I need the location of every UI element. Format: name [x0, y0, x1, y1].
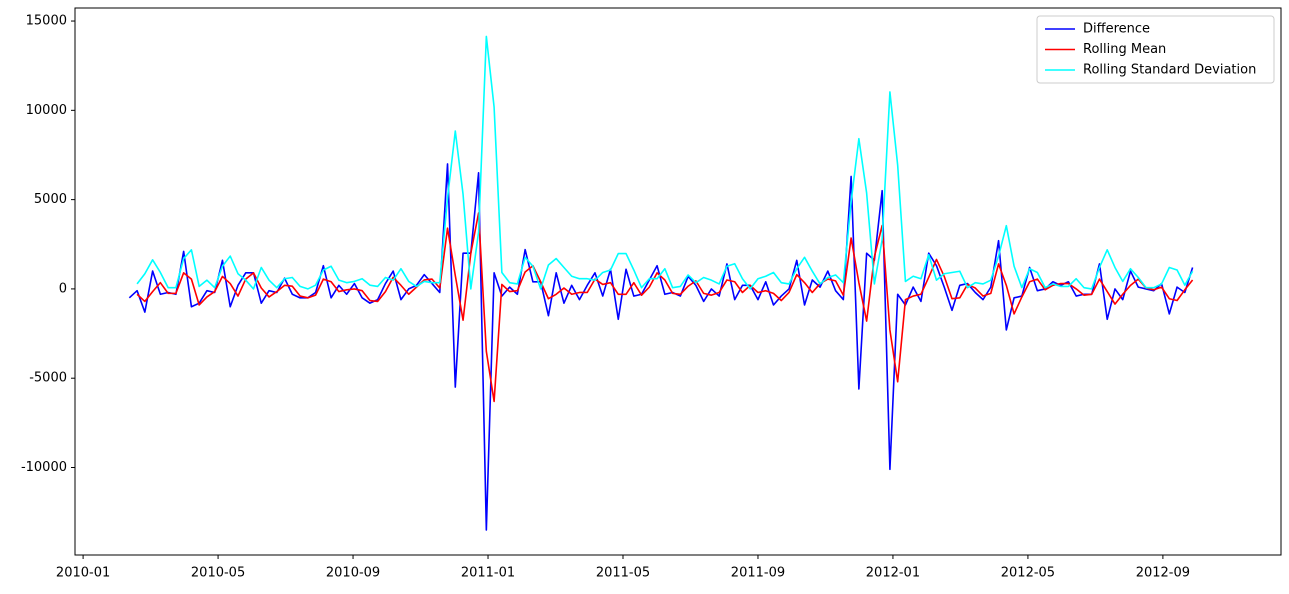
x-tick-label: 2010-09: [326, 566, 380, 581]
y-tick-label: -5000: [29, 371, 67, 386]
axes-frame: [74, 7, 1282, 556]
legend-label: Rolling Mean: [1083, 42, 1166, 57]
legend-box: [1036, 15, 1275, 84]
x-tick-label: 2010-05: [191, 566, 245, 581]
x-tick-label: 2010-01: [56, 566, 110, 581]
line-series: [136, 212, 1194, 403]
legend-label: Difference: [1083, 22, 1150, 37]
x-tick-label: 2012-09: [1136, 566, 1190, 581]
y-tick-label: 10000: [26, 103, 67, 118]
plot-area: [75, 8, 1281, 555]
y-tick-label: 0: [59, 281, 67, 296]
y-tick-label: -10000: [21, 460, 67, 475]
x-tick-label: 2012-01: [866, 566, 920, 581]
x-tick-label: 2011-01: [461, 566, 515, 581]
y-tick-label: 15000: [26, 14, 67, 29]
line-series: [136, 35, 1194, 290]
legend: Difference Rolling Mean Rolling Standard D…: [1036, 15, 1275, 84]
y-tick-label: 5000: [34, 192, 67, 207]
x-tick-label: 2012-05: [1001, 566, 1055, 581]
x-tick-label: 2011-09: [731, 566, 785, 581]
x-tick-label: 2011-05: [596, 566, 650, 581]
legend-label: Rolling Standard Deviation: [1083, 63, 1256, 78]
